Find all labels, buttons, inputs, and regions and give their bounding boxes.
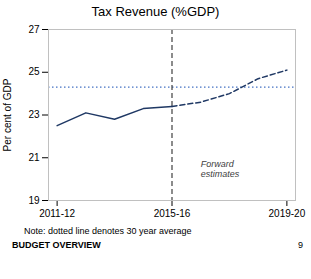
- svg-text:19: 19: [28, 195, 40, 206]
- html-text:Tax Revenue (%GDP): Tax Revenue (%GDP): [91, 4, 220, 19]
- svg-text:Forwardestimates: Forwardestimates: [201, 158, 240, 179]
- svg-text:2015-16: 2015-16: [154, 208, 191, 219]
- svg-text:27: 27: [28, 24, 40, 35]
- svg-text:23: 23: [28, 109, 40, 120]
- html-text:9: 9: [298, 240, 303, 250]
- svg-text:Per cent of GDP: Per cent of GDP: [2, 78, 13, 151]
- html-text:Note: dotted line denotes 30 y: Note: dotted line denotes 30 year averag…: [24, 226, 192, 236]
- svg-text:21: 21: [28, 152, 40, 163]
- svg-text:2011-12: 2011-12: [39, 208, 75, 219]
- svg-text:2019-20: 2019-20: [269, 208, 306, 219]
- svg-text:25: 25: [28, 66, 40, 77]
- html-text:BUDGET OVERVIEW: BUDGET OVERVIEW: [12, 240, 101, 250]
